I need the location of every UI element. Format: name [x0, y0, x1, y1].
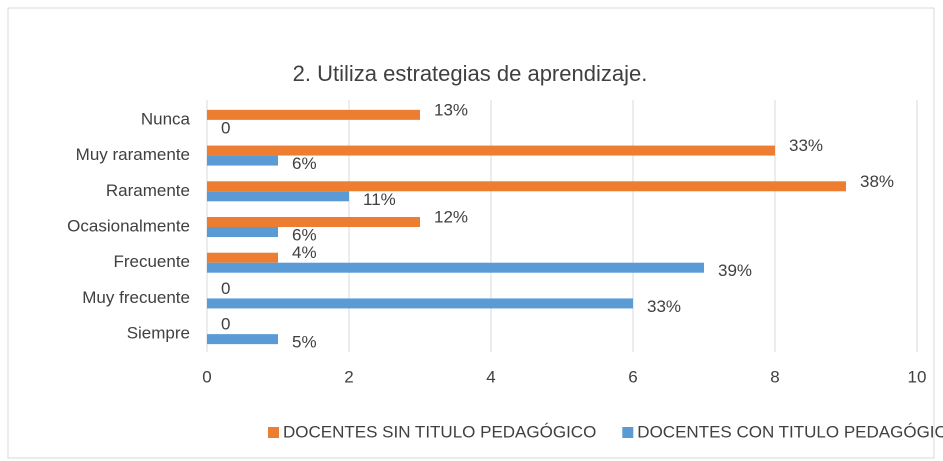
chart-title: 2. Utiliza estrategias de aprendizaje.	[293, 61, 648, 86]
y-tick-label: Raramente	[106, 181, 190, 200]
data-label: 6%	[292, 154, 317, 173]
data-label: 39%	[718, 261, 752, 280]
bar	[207, 181, 846, 192]
data-label: 38%	[860, 172, 894, 191]
chart-frame	[7, 7, 935, 459]
legend-swatch	[622, 427, 634, 438]
x-tick-label: 2	[344, 367, 353, 386]
y-tick-label: Siempre	[127, 324, 190, 343]
x-tick-label: 0	[202, 367, 211, 386]
y-tick-label: Muy raramente	[76, 145, 190, 164]
y-tick-label: Muy frecuente	[82, 288, 190, 307]
bar	[207, 145, 775, 156]
data-label: 33%	[647, 297, 681, 316]
data-label: 33%	[789, 136, 823, 155]
bar	[207, 252, 278, 263]
data-label: 6%	[292, 225, 317, 244]
data-label: 0	[221, 279, 230, 298]
data-label: 5%	[292, 333, 317, 352]
data-label: 12%	[434, 207, 468, 226]
bar	[207, 109, 420, 120]
legend-swatch	[268, 427, 279, 438]
data-label: 4%	[292, 243, 317, 262]
bar	[207, 227, 278, 237]
bar	[207, 298, 633, 309]
legend-label: DOCENTES CON TITULO PEDAGÓGICO	[637, 422, 943, 441]
x-tick-label: 8	[770, 367, 779, 386]
bar	[207, 155, 278, 166]
y-tick-label: Nunca	[141, 109, 191, 128]
data-label: 0	[221, 315, 230, 334]
data-label: 13%	[434, 100, 468, 119]
bar	[207, 217, 420, 227]
legend-label: DOCENTES SIN TITULO PEDAGÓGICO	[283, 422, 596, 441]
y-tick-label: Ocasionalmente	[67, 216, 190, 235]
x-tick-label: 6	[628, 367, 637, 386]
x-tick-label: 10	[908, 367, 927, 386]
bar	[207, 191, 349, 202]
data-label: 0	[221, 118, 230, 137]
bar	[207, 334, 278, 345]
data-label: 11%	[363, 190, 396, 209]
y-tick-label: Frecuente	[113, 252, 190, 271]
bar	[207, 262, 704, 273]
x-tick-label: 4	[486, 367, 495, 386]
